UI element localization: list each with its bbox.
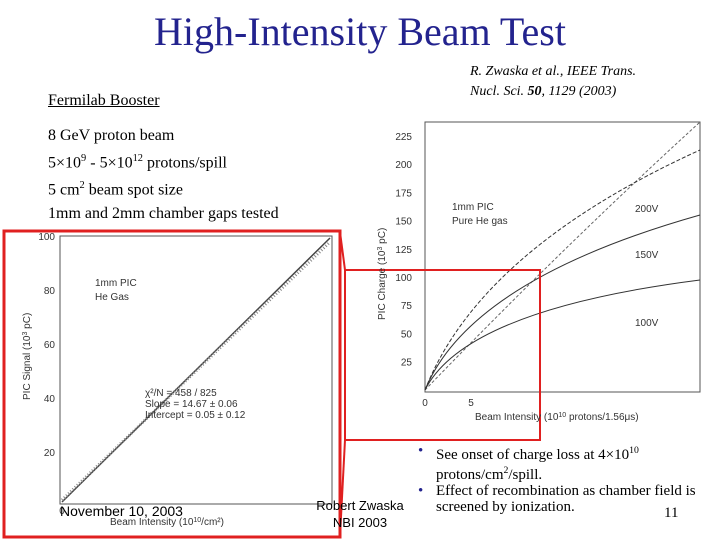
annotation: Slope = 14.67 ± 0.06 bbox=[145, 399, 238, 410]
y-tick-label: 125 bbox=[395, 245, 412, 256]
text-run: 9 bbox=[81, 153, 87, 164]
y-tick-label: 75 bbox=[401, 301, 413, 312]
zoom-box bbox=[344, 269, 541, 441]
text-run: 10 bbox=[558, 412, 566, 419]
notes: See onset of charge loss at 4×1010 proto… bbox=[418, 443, 718, 515]
citation-line: R. Zwaska et al., IEEE Trans. bbox=[470, 62, 636, 82]
text-run: Beam Intensity (10 bbox=[475, 412, 559, 423]
title: High-Intensity Beam Test bbox=[154, 9, 566, 54]
text-run: 8 GeV proton beam bbox=[48, 127, 175, 144]
detail-line: 5 cm2 beam spot size bbox=[48, 174, 279, 201]
author-line: NBI 2003 bbox=[332, 515, 388, 530]
zoom-line bbox=[339, 231, 346, 271]
text-run: Beam Intensity (10 bbox=[110, 517, 194, 528]
y-tick-label: 175 bbox=[395, 188, 412, 199]
annotation: 1mm PIC bbox=[452, 202, 494, 213]
text-run: /cm²) bbox=[201, 517, 224, 528]
right-curve bbox=[424, 121, 701, 391]
y-tick-label: 225 bbox=[395, 132, 412, 143]
y-tick-label: 20 bbox=[44, 448, 56, 459]
annotation: Pure He gas bbox=[452, 216, 508, 227]
left-plot-frame bbox=[59, 235, 333, 505]
annotation: Intercept = 0.05 ± 0.12 bbox=[145, 410, 246, 421]
text-run: beam spot size bbox=[84, 181, 183, 199]
text-run: protons/spill bbox=[142, 154, 227, 172]
right-curve bbox=[424, 214, 701, 391]
note-item: See onset of charge loss at 4×1010 proto… bbox=[418, 443, 718, 483]
right-curve bbox=[424, 279, 701, 391]
text-run: 5×10 bbox=[48, 154, 82, 172]
text-run: 2 bbox=[503, 465, 509, 476]
heading: Fermilab Booster bbox=[48, 92, 160, 109]
y-tick-label: 200 bbox=[395, 160, 412, 171]
text-run: 3 bbox=[22, 332, 29, 336]
right-curve bbox=[424, 149, 701, 391]
y-tick-label: 50 bbox=[401, 329, 413, 340]
annotation: He Gas bbox=[95, 292, 129, 303]
y-axis-label: PIC Signal (103 pC) bbox=[22, 313, 34, 400]
text-run: 12 bbox=[132, 153, 143, 164]
text-run: Effect of recombination as chamber field… bbox=[436, 483, 696, 515]
left-scatter bbox=[60, 240, 332, 502]
text-run: , 1129 (2003) bbox=[541, 84, 617, 99]
detail-line: 1mm and 2mm chamber gaps tested bbox=[48, 202, 279, 225]
text-run: - 5×10 bbox=[86, 154, 133, 172]
y-tick-label: 40 bbox=[44, 394, 56, 405]
citation-line: Nucl. Sci. 50, 1129 (2003) bbox=[470, 82, 636, 102]
x-axis-label: Beam Intensity (1010 protons/1.56μs) bbox=[475, 412, 639, 424]
detail-line: 8 GeV proton beam bbox=[48, 124, 279, 147]
annotation: 1mm PIC bbox=[95, 278, 137, 289]
text-run: See onset of charge loss at 4×10 bbox=[436, 447, 630, 463]
page-number: 11 bbox=[664, 505, 679, 521]
y-tick-label: 80 bbox=[44, 286, 56, 297]
note-item: Effect of recombination as chamber field… bbox=[418, 483, 718, 515]
y-axis-label: PIC Charge (103 pC) bbox=[377, 228, 389, 320]
text-run: pC) bbox=[377, 228, 388, 247]
x-axis-label: Beam Intensity (1010/cm²) bbox=[110, 517, 224, 529]
citation: R. Zwaska et al., IEEE Trans. Nucl. Sci.… bbox=[470, 62, 636, 102]
text-run: 5 cm bbox=[48, 181, 80, 199]
x-tick-label: 0 bbox=[422, 398, 428, 409]
annotation: 150V bbox=[635, 250, 659, 261]
text-run: /spill. bbox=[508, 467, 543, 483]
footer-date: November 10, 2003 bbox=[60, 503, 183, 519]
text-run: 50 bbox=[527, 84, 542, 99]
annotation: 100V bbox=[635, 318, 659, 329]
text-run: 1mm and 2mm chamber gaps tested bbox=[48, 204, 279, 222]
text-run: PIC Charge (10 bbox=[377, 250, 388, 320]
y-tick-label: 150 bbox=[395, 217, 412, 228]
y-tick-label: 100 bbox=[38, 232, 55, 243]
footer-author: Robert Zwaska NBI 2003 bbox=[300, 497, 420, 531]
text-run: protons/cm bbox=[436, 467, 504, 483]
annotation: χ²/N = 458 / 825 bbox=[145, 388, 217, 399]
x-tick-label: 5 bbox=[468, 398, 474, 409]
detail-line: 5×109 - 5×1012 protons/spill bbox=[48, 147, 279, 174]
text-run: 2 bbox=[79, 180, 85, 192]
y-tick-label: 25 bbox=[401, 358, 413, 369]
text-run: 10 bbox=[629, 445, 639, 456]
details: 8 GeV proton beam 5×109 - 5×1012 protons/… bbox=[48, 124, 279, 225]
text-run: protons/1.56μs) bbox=[566, 412, 638, 423]
text-run: Nucl. Sci. bbox=[470, 84, 528, 99]
text-run: R. Zwaska et al., IEEE Trans. bbox=[470, 64, 637, 79]
author-line: Robert Zwaska bbox=[316, 498, 404, 513]
highlight-box bbox=[2, 229, 342, 539]
text-run: PIC Signal (10 bbox=[22, 335, 33, 400]
y-tick-label: 100 bbox=[395, 273, 412, 284]
text-run: 10 bbox=[193, 517, 201, 524]
text-run: 3 bbox=[377, 247, 384, 251]
annotation: 200V bbox=[635, 204, 659, 215]
text-run: pC) bbox=[22, 313, 33, 332]
y-tick-label: 60 bbox=[44, 340, 56, 351]
right-plot-frame bbox=[424, 121, 701, 393]
x-tick-label: 0 bbox=[59, 506, 65, 517]
zoom-line bbox=[339, 439, 346, 537]
